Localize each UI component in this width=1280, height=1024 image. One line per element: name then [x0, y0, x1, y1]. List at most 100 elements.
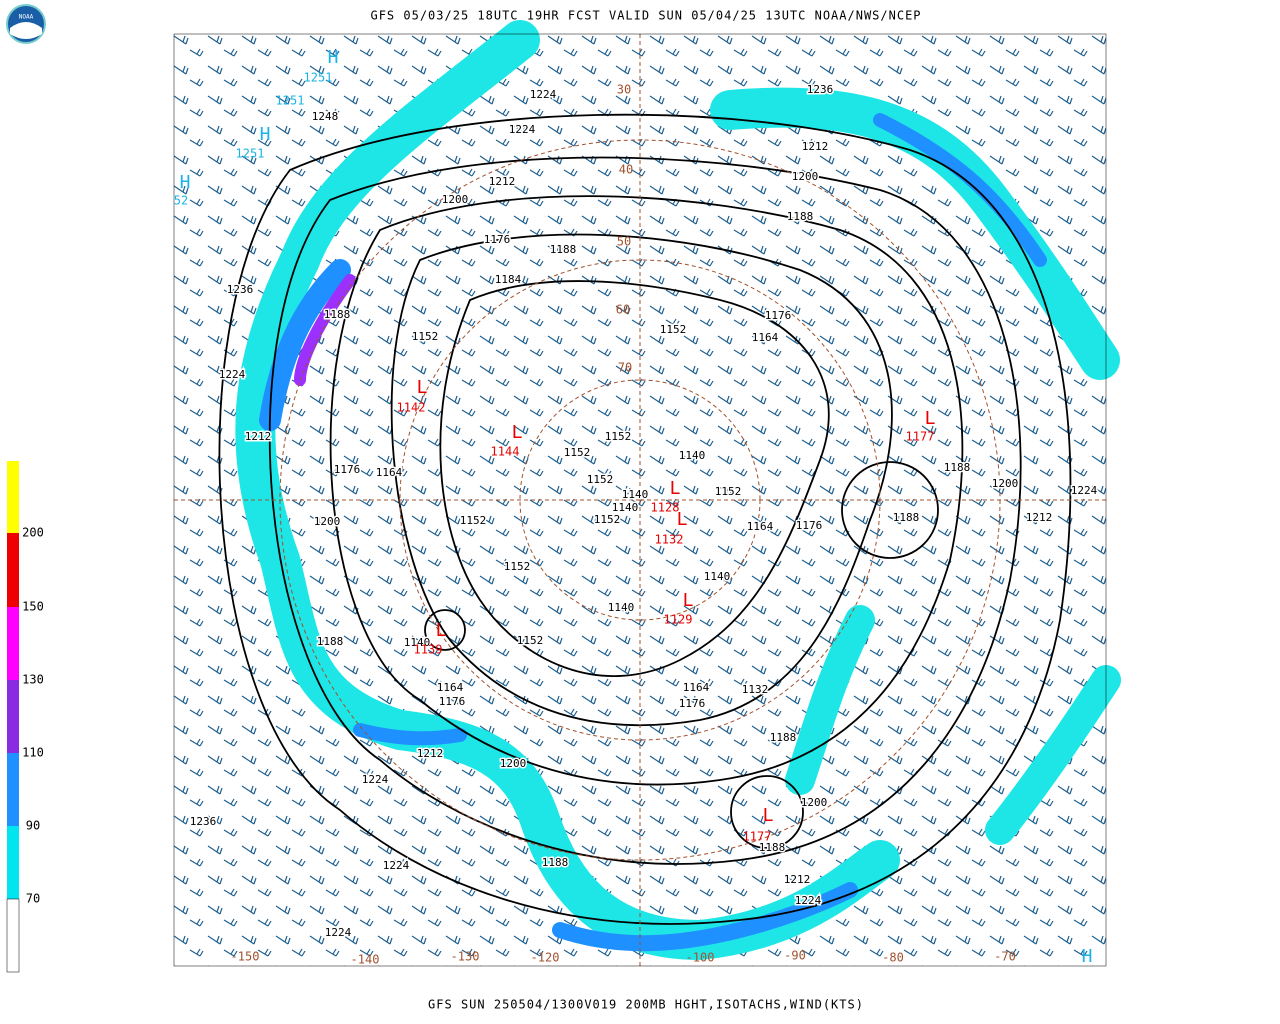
- contour-label: 1152: [517, 634, 544, 647]
- legend-label: 130: [22, 673, 44, 687]
- longitude-label: -150: [231, 950, 260, 964]
- low-symbol: L: [925, 408, 936, 429]
- legend-swatch: [7, 753, 19, 826]
- longitude-label: -130: [451, 950, 480, 964]
- longitude-label: -80: [882, 951, 904, 965]
- contour-label: 1236: [807, 83, 834, 96]
- high-value: 1251: [304, 71, 333, 85]
- title: GFS 05/03/25 18UTC 19HR FCST VALID SUN 0…: [370, 9, 921, 23]
- map-frame: [173, 33, 1107, 967]
- contour-label: 1176: [484, 233, 511, 246]
- low-value: 1132: [655, 533, 684, 547]
- contour-label: 1188: [944, 461, 971, 474]
- contour-label: 1152: [564, 446, 591, 459]
- graticule: [174, 34, 1106, 966]
- logo-text: NOAA: [19, 14, 34, 21]
- contour-label: 1188: [317, 635, 344, 648]
- contour-label: 1152: [412, 330, 439, 343]
- contour-label: 1224: [325, 926, 352, 939]
- contour-label: 1176: [334, 463, 361, 476]
- contour-label: 1140: [612, 501, 639, 514]
- contour-label: 1212: [245, 430, 272, 443]
- low-value: 1144: [491, 445, 520, 459]
- map-labels: 1236 1224 1224 1248 1212 1200 1212 1200 1188 1176…: [174, 47, 1099, 967]
- high-symbol: H: [180, 172, 191, 193]
- contour-label: 1212: [802, 140, 829, 153]
- contour-label: 1132: [742, 683, 769, 696]
- legend-label: 90: [26, 819, 40, 833]
- contour-label: 1224: [795, 894, 822, 907]
- legend-label: 150: [22, 600, 44, 614]
- contour-label: 1184: [495, 273, 522, 286]
- contour-label: 1248: [312, 110, 339, 123]
- contour-label: 1164: [752, 331, 779, 344]
- legend-swatch: [7, 607, 19, 680]
- contour-label: 1152: [504, 560, 531, 573]
- contour-label: 1188: [542, 856, 569, 869]
- contour-label: 1224: [1071, 484, 1098, 497]
- contour-label: 1176: [796, 519, 823, 532]
- contour-label: 1236: [190, 815, 217, 828]
- contour-label: 1200: [442, 193, 469, 206]
- low-symbol: L: [763, 805, 774, 826]
- height-contours: [218, 113, 1072, 925]
- contour-label: 1200: [792, 170, 819, 183]
- latitude-label: 40: [619, 163, 633, 177]
- contour-label: 1224: [362, 773, 389, 786]
- longitude-label: -70: [994, 950, 1016, 964]
- high-symbol: H: [328, 47, 339, 68]
- low-symbol: L: [670, 478, 681, 499]
- contour-label: 1164: [376, 466, 403, 479]
- contour-label: 1140: [622, 488, 649, 501]
- contour-label: 1224: [219, 368, 246, 381]
- low-value: 1139: [414, 643, 443, 657]
- latitude-label: 70: [618, 361, 632, 375]
- legend-swatch: [7, 533, 19, 607]
- legend-swatch: [6, 898, 20, 973]
- contour-label: 1152: [605, 430, 632, 443]
- contour-label: 1140: [679, 449, 706, 462]
- low-value: 1129: [664, 613, 693, 627]
- contour-label: 1212: [417, 747, 444, 760]
- contour-label: 1140: [704, 570, 731, 583]
- contour-label: 1212: [489, 175, 516, 188]
- low-value: 1177: [743, 830, 772, 844]
- contour-label: 1152: [594, 513, 621, 526]
- contour-label: 1188: [893, 511, 920, 524]
- latitude-label: 60: [616, 303, 630, 317]
- longitude-label: -90: [784, 949, 806, 963]
- high-value: 1251: [276, 94, 305, 108]
- high-symbol: H: [1082, 946, 1093, 967]
- low-symbol: L: [417, 377, 428, 398]
- contour-label: 1224: [530, 88, 557, 101]
- contour-label: 1200: [500, 757, 527, 770]
- legend-swatch: [7, 826, 19, 899]
- contour-label: 1176: [679, 697, 706, 710]
- longitude-label: -120: [531, 951, 560, 965]
- logo-wave: [10, 22, 42, 39]
- contour-label: 1176: [765, 309, 792, 322]
- legend-label: 110: [22, 746, 44, 760]
- contour-label: 1188: [787, 210, 814, 223]
- high-symbol: H: [260, 124, 271, 145]
- contour-label: 1212: [784, 873, 811, 886]
- footer: GFS SUN 250504/1300V019 200MB HGHT,ISOTA…: [428, 998, 864, 1012]
- contour-label: 1224: [509, 123, 536, 136]
- legend-label: 70: [26, 892, 40, 906]
- contour-label: 1176: [439, 695, 466, 708]
- contour-label: 1224: [383, 859, 410, 872]
- high-value: 1251: [236, 147, 265, 161]
- low-symbol: L: [436, 620, 447, 641]
- legend-swatch: [7, 461, 19, 533]
- contour-label: 1140: [608, 601, 635, 614]
- contour-label: 1152: [715, 485, 742, 498]
- contour-label: 1152: [460, 514, 487, 527]
- contour-label: 1164: [747, 520, 774, 533]
- contour-label: 1236: [227, 283, 254, 296]
- high-value: 52: [174, 194, 188, 208]
- contour-label: 1212: [1026, 511, 1053, 524]
- contour-label: 1200: [992, 477, 1019, 490]
- longitude-label: -140: [351, 953, 380, 967]
- low-value: 1128: [651, 501, 680, 515]
